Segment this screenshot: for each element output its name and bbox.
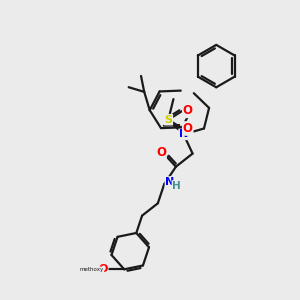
Text: methoxy: methoxy — [80, 267, 104, 272]
Text: O: O — [183, 104, 193, 117]
Text: O: O — [183, 122, 193, 135]
Text: H: H — [172, 181, 181, 191]
Text: N: N — [165, 177, 175, 187]
Text: N: N — [179, 129, 188, 140]
Text: S: S — [164, 115, 172, 125]
Text: O: O — [98, 264, 108, 274]
Text: O: O — [156, 146, 166, 159]
